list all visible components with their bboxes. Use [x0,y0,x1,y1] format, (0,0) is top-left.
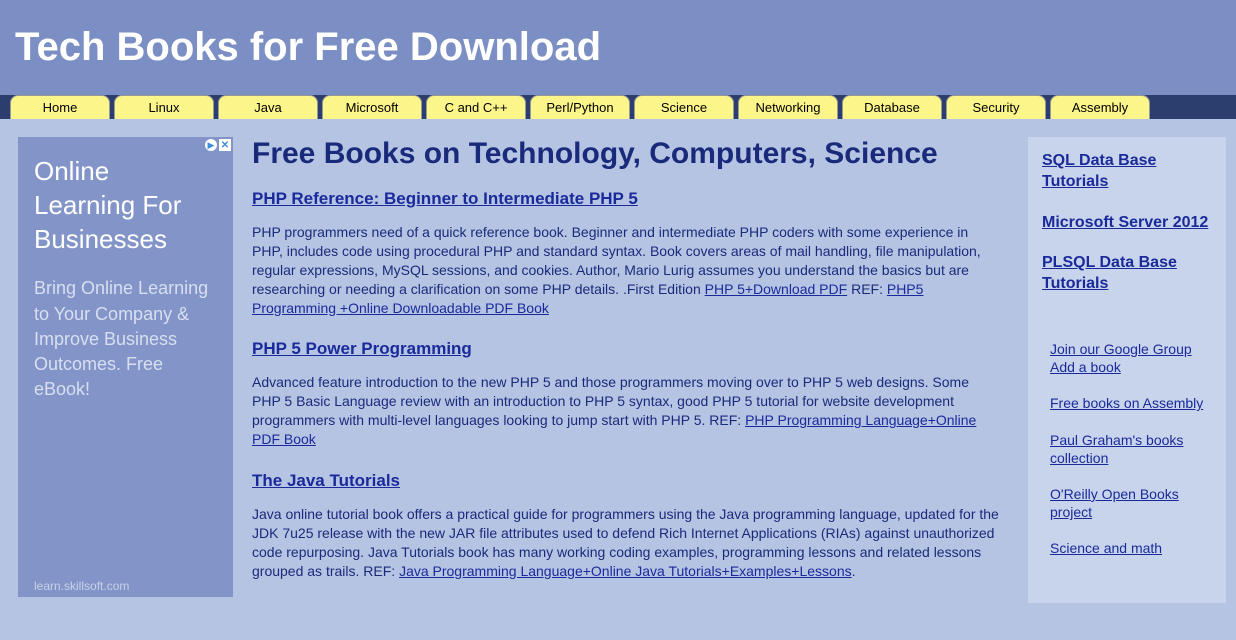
ad-controls: ▶ ✕ [205,139,231,151]
sidebar-link-assembly[interactable]: Free books on Assembly [1042,394,1212,412]
content-heading: Free Books on Technology, Computers, Sci… [252,137,1000,171]
book-entry: PHP 5 Power Programming Advanced feature… [252,339,1000,449]
ad-box[interactable]: ▶ ✕ Online Learning For Businesses Bring… [18,137,233,597]
nav-tab-microsoft[interactable]: Microsoft [322,95,422,119]
ad-subtitle: Bring Online Learning to Your Company & … [34,276,217,402]
nav-tab-c-cpp[interactable]: C and C++ [426,95,526,119]
nav-tab-perl-python[interactable]: Perl/Python [530,95,630,119]
nav-tab-home[interactable]: Home [10,95,110,119]
nav-tab-database[interactable]: Database [842,95,942,119]
nav-tab-java[interactable]: Java [218,95,318,119]
book-entry: The Java Tutorials Java online tutorial … [252,471,1000,581]
ad-close-icon[interactable]: ✕ [219,139,231,151]
site-title: Tech Books for Free Download [15,25,1236,70]
book-entry: PHP Reference: Beginner to Intermediate … [252,189,1000,317]
sidebar-link-science-math[interactable]: Science and math [1042,539,1212,557]
inline-link[interactable]: Java Programming Language+Online Java Tu… [399,563,852,579]
inline-link[interactable]: PHP 5+Download PDF [705,281,848,297]
sidebar-link-sql[interactable]: SQL Data Base Tutorials [1042,151,1212,193]
nav-tab-assembly[interactable]: Assembly [1050,95,1150,119]
book-title-link[interactable]: PHP 5 Power Programming [252,339,472,359]
nav-tab-linux[interactable]: Linux [114,95,214,119]
right-sidebar: SQL Data Base Tutorials Microsoft Server… [1028,137,1226,603]
main-content: Free Books on Technology, Computers, Sci… [252,137,1010,603]
page-header: Tech Books for Free Download [0,0,1236,95]
book-description: Advanced feature introduction to the new… [252,373,1000,449]
left-sidebar: ▶ ✕ Online Learning For Businesses Bring… [18,137,234,603]
sidebar-link-paul-graham[interactable]: Paul Graham's books collection [1042,431,1212,467]
sidebar-link-msserver[interactable]: Microsoft Server 2012 [1042,213,1212,234]
main-container: ▶ ✕ Online Learning For Businesses Bring… [0,119,1236,603]
sidebar-link-plsql[interactable]: PLSQL Data Base Tutorials [1042,253,1212,295]
ad-info-icon[interactable]: ▶ [205,139,217,151]
sidebar-link-oreilly[interactable]: O'Reilly Open Books project [1042,485,1212,521]
book-description: Java online tutorial book offers a pract… [252,505,1000,581]
nav-tab-science[interactable]: Science [634,95,734,119]
main-navbar: Home Linux Java Microsoft C and C++ Perl… [0,95,1236,119]
nav-tab-networking[interactable]: Networking [738,95,838,119]
sidebar-link-google-group[interactable]: Join our Google Group Add a book [1042,340,1212,376]
ad-title: Online Learning For Businesses [34,155,217,256]
spacer [1042,315,1212,340]
nav-tab-security[interactable]: Security [946,95,1046,119]
ad-domain: learn.skillsoft.com [34,579,129,593]
book-title-link[interactable]: The Java Tutorials [252,471,400,491]
book-title-link[interactable]: PHP Reference: Beginner to Intermediate … [252,189,638,209]
book-description: PHP programmers need of a quick referenc… [252,223,1000,317]
